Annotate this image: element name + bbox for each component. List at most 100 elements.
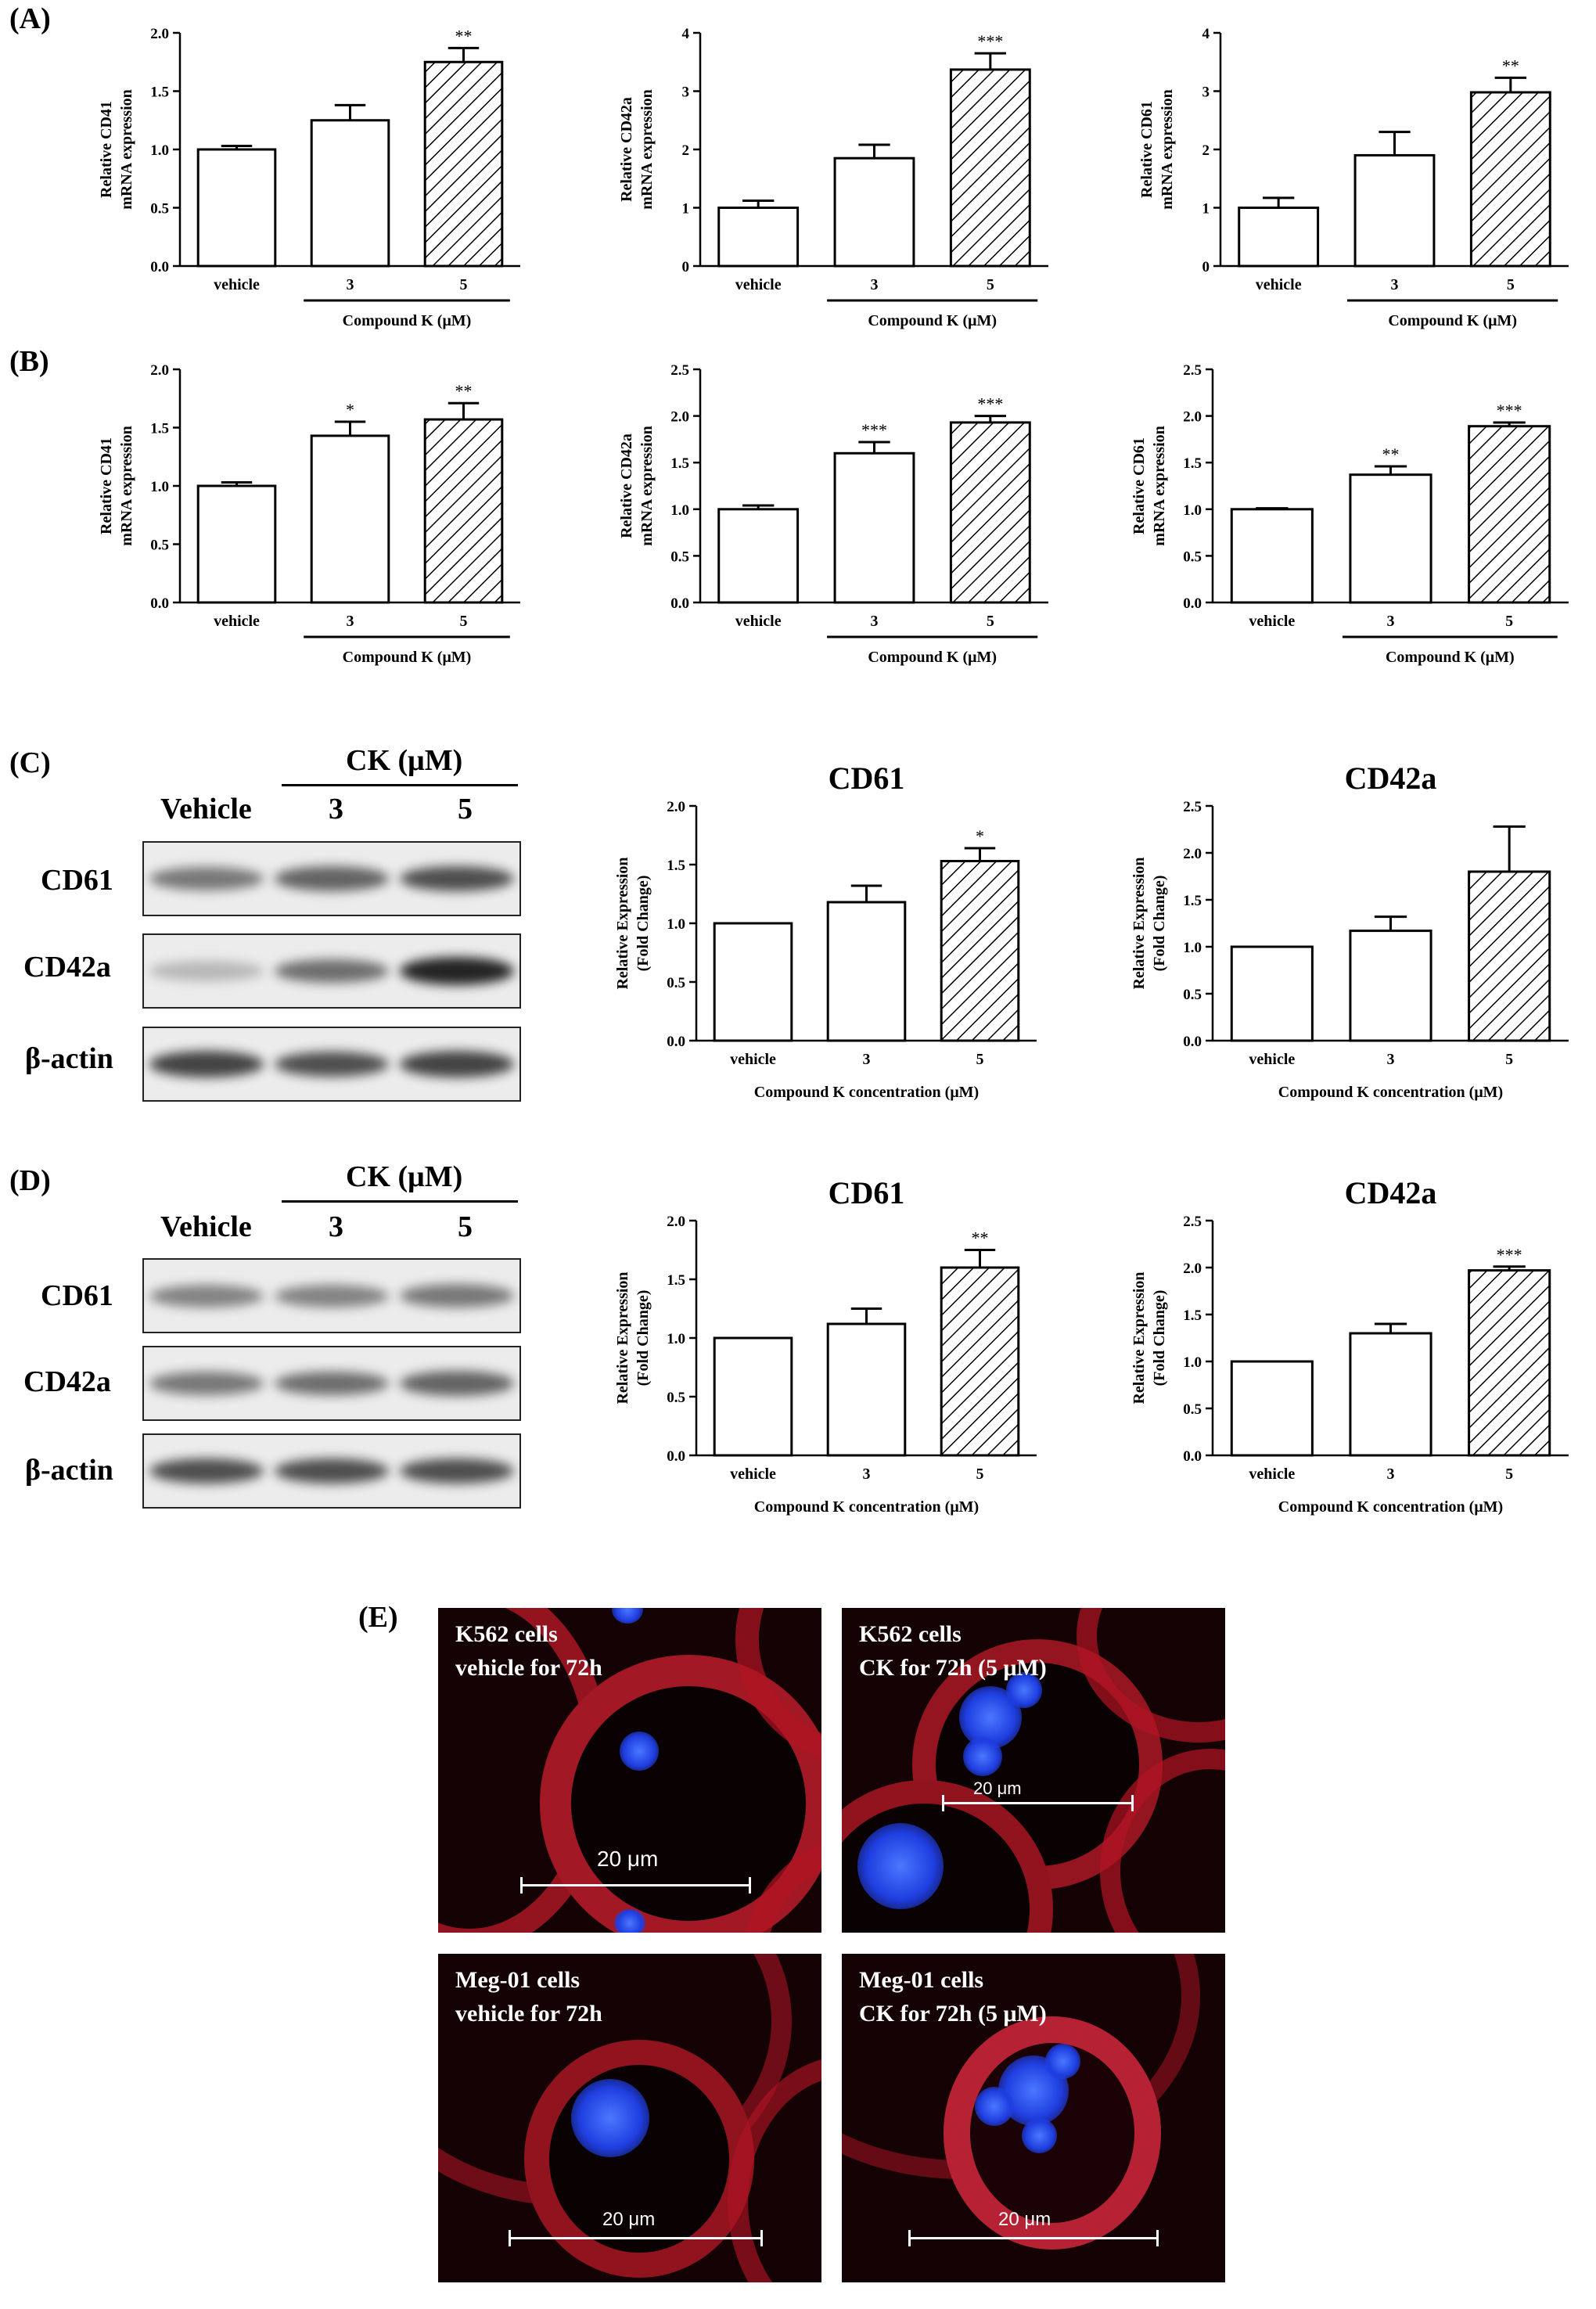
x-axis-label: Compound K (μM) (343, 649, 472, 666)
chart-c1: CD61 0.0 0.5 1.0 1.5 2.0 Relative Expression (F… (614, 761, 1037, 1101)
bar-vehicle (196, 148, 277, 268)
y-axis-label: Relative Expression (614, 1271, 631, 1404)
panel-label-a: (A) (9, 2, 51, 35)
micrograph-caption: Meg-01 cells vehicle for 72h (455, 1967, 602, 2027)
y-tick-label: 0.0 (150, 595, 169, 612)
blot-d-row-cd61: CD61 (41, 1279, 113, 1312)
y-tick-label: 2.5 (1183, 1214, 1202, 1230)
x-tick-label: vehicle (1249, 1051, 1295, 1068)
blot-d-lane-5: 5 (458, 1210, 473, 1243)
x-tick-label: 5 (1507, 276, 1515, 293)
blot-band (275, 1371, 389, 1396)
bar-5 (940, 860, 1020, 1042)
blot-band (149, 1051, 264, 1077)
y-tick-label: 3 (1202, 85, 1210, 101)
chart-a1: 0.0 0.5 1.0 1.5 2.0 Relative CD41 mRNA express… (98, 26, 520, 329)
bar-vehicle (1238, 207, 1320, 268)
y-tick-label: 2.0 (1183, 409, 1202, 426)
y-tick-label: 1.5 (1183, 1307, 1202, 1324)
y-tick-label: 0.5 (667, 1390, 685, 1406)
x-axis-label: Compound K (μM) (868, 649, 997, 666)
x-axis-label: Compound K (μM) (1388, 312, 1517, 329)
chart-d1: CD61 0.0 0.5 1.0 1.5 2.0 Relative Expression (F… (614, 1175, 1037, 1516)
y-tick-label: 0 (1202, 259, 1210, 275)
x-tick-label: 5 (460, 613, 468, 630)
significance-marker: ** (455, 26, 473, 45)
x-tick-label: 5 (460, 276, 468, 293)
bar-5 (1469, 91, 1551, 268)
y-tick-label: 1.0 (1183, 1354, 1202, 1371)
scale-bar (509, 2230, 763, 2246)
micrograph-caption: K562 cells vehicle for 72h (455, 1621, 602, 1681)
y-tick-label: 1.0 (670, 502, 689, 519)
x-tick-label: 3 (863, 1051, 871, 1068)
y-axis-label: Relative CD61 (1130, 437, 1148, 534)
significance-marker: *** (1497, 401, 1522, 420)
y-axis-label: mRNA expression (638, 89, 656, 210)
blot-d-lane-vehicle: Vehicle (160, 1210, 252, 1243)
blot-c-row-cd42a: CD42a (23, 951, 111, 984)
y-axis-label: Relative Expression (1130, 857, 1148, 989)
chart-d2: CD42a 0.0 0.5 1.0 1.5 2.0 2.5 Relative Expressi… (1130, 1175, 1569, 1516)
x-tick-label: 5 (976, 1051, 984, 1068)
blot-c-header: CK (μM) (346, 744, 463, 777)
chart-b3: 0.0 0.5 1.0 1.5 2.0 2.5 Relative CD61 mRNA expr… (1130, 362, 1569, 666)
blot-c-lane-vehicle: Vehicle (160, 793, 252, 825)
blot-c-lane-5: 5 (458, 793, 473, 825)
scale-bar-label: 20 μm (998, 2209, 1051, 2230)
micrograph-caption: K562 cells CK for 72h (5 μM) (859, 1621, 1047, 1681)
x-tick-label: 5 (1505, 1051, 1513, 1068)
blot-c-lane-3: 3 (329, 793, 343, 825)
blot-c-row-actin: β-actin (25, 1042, 113, 1075)
y-tick-label: 4 (682, 26, 690, 42)
bar-3 (826, 901, 907, 1042)
blot-d-header: CK (μM) (346, 1160, 463, 1193)
significance-marker: *** (861, 420, 887, 440)
bar-5 (949, 421, 1031, 604)
y-tick-label: 1.0 (1183, 940, 1202, 956)
x-tick-label: vehicle (730, 1051, 776, 1068)
significance-marker: ** (455, 381, 473, 401)
blot-band (275, 1284, 389, 1307)
scale-bar-label: 20 μm (973, 1779, 1022, 1798)
y-tick-label: 2 (1202, 142, 1210, 159)
panel-label-e: (E) (358, 1601, 398, 1634)
western-blot-d: CK (μM) Vehicle 3 5 CD61 CD42a β-actin (0, 1160, 548, 1543)
bar-5 (423, 60, 504, 268)
y-tick-label: 0.5 (150, 201, 169, 218)
chart-b1: 0.0 0.5 1.0 1.5 2.0 Relative CD41 mRNA express… (98, 362, 520, 666)
y-tick-label: 0.0 (150, 259, 169, 275)
bar-5 (949, 68, 1031, 268)
blot-d-lane-3: 3 (329, 1210, 343, 1243)
micrograph-caption: Meg-01 cells CK for 72h (5 μM) (859, 1967, 1047, 2027)
y-tick-label: 1.0 (150, 142, 169, 159)
blot-d-strip-actin (142, 1433, 521, 1509)
y-tick-label: 1 (1202, 201, 1210, 218)
blot-c-strip-cd42a (142, 933, 521, 1009)
y-tick-label: 1.0 (667, 916, 685, 933)
bar-vehicle (1230, 508, 1314, 604)
bar-vehicle (717, 508, 800, 604)
significance-marker: * (346, 400, 354, 419)
x-axis-label: Compound K concentration (μM) (754, 1498, 979, 1516)
micrograph-k562-ck: K562 cells CK for 72h (5 μM) 20 μm (842, 1608, 1225, 1933)
bar-3 (1349, 1332, 1432, 1457)
blot-d-strip-cd61 (142, 1258, 521, 1333)
blot-c-strip-cd61 (142, 841, 521, 916)
y-tick-label: 1 (682, 201, 690, 218)
scale-bar (942, 1795, 1134, 1811)
y-axis-label: Relative CD42a (618, 433, 635, 538)
bar-5 (940, 1266, 1020, 1457)
bar-vehicle (1230, 1360, 1314, 1457)
y-tick-label: 1.0 (150, 479, 169, 495)
y-tick-label: 0 (682, 259, 690, 275)
significance-marker: *** (977, 394, 1003, 414)
x-tick-label: 3 (1391, 276, 1399, 293)
panel-label-b: (B) (9, 345, 49, 378)
western-blot-c: CK (μM) Vehicle 3 5 CD61 CD42a β-actin (0, 743, 548, 1119)
blot-band (275, 958, 389, 984)
blot-d-header-line (282, 1200, 518, 1203)
x-tick-label: 3 (871, 613, 879, 630)
significance-marker: * (976, 826, 984, 846)
y-axis-label: (Fold Change) (634, 876, 652, 972)
